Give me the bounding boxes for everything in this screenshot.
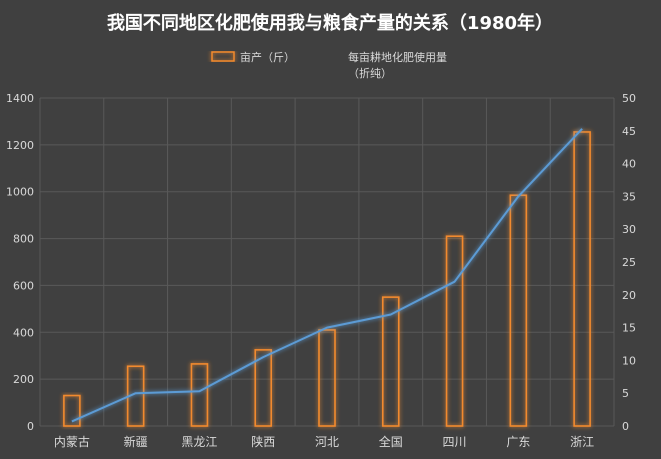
- bar: [573, 131, 591, 427]
- x-tick-label: 浙江: [570, 435, 594, 449]
- y-left-tick-label: 200: [13, 373, 34, 386]
- axis-layer: 0 200 400 600 800 1000 1200 1400 0 5 10 15 20 25 30 35 4…: [6, 92, 636, 449]
- y-right-tick-label: 10: [622, 354, 636, 367]
- bar: [254, 349, 273, 427]
- bar: [318, 329, 336, 427]
- y-left-tick-label: 1400: [6, 92, 34, 105]
- y-left-tick-label: 1200: [6, 139, 34, 152]
- y-left-tick-label: 1000: [6, 186, 34, 199]
- x-tick-label: 陕西: [251, 434, 275, 449]
- legend-bar-swatch: [211, 51, 235, 62]
- y-right-tick-label: 35: [622, 190, 636, 203]
- y-right-tick-label: 45: [622, 125, 636, 138]
- y-right-tick-label: 20: [622, 289, 636, 302]
- x-tick-label: 河北: [315, 435, 339, 449]
- x-tick-label: 内蒙古: [54, 434, 90, 449]
- y-right-tick-label: 30: [622, 223, 636, 236]
- x-tick-label: 四川: [443, 435, 467, 449]
- series-line: [71, 128, 583, 423]
- y-left-tick-label: 400: [13, 326, 34, 339]
- y-left-tick-label: 600: [13, 279, 34, 292]
- legend-bar-label: 亩产（斤）: [240, 50, 295, 64]
- x-tick-label: 全国: [379, 434, 403, 449]
- y-right-tick-label: 0: [622, 420, 629, 433]
- y-right-tick-label: 50: [622, 92, 636, 105]
- chart-title: 我国不同地区化肥使用我与粮食产量的关系（1980年）: [107, 12, 553, 34]
- bar: [509, 194, 528, 427]
- bar: [63, 394, 81, 427]
- y-left-tick-label: 0: [27, 420, 34, 433]
- grid-layer: [39, 97, 615, 427]
- x-tick-label: 黑龙江: [181, 435, 217, 449]
- y-right-tick-label: 15: [622, 322, 636, 335]
- legend-line-label: 每亩耕地化肥使用量: [348, 50, 447, 64]
- x-tick-label: 广东: [506, 435, 530, 449]
- bar-layer: [63, 131, 591, 427]
- y-right-tick-label: 5: [622, 387, 629, 400]
- bar: [445, 235, 464, 427]
- bar: [190, 363, 209, 427]
- y-right-tick-label: 40: [622, 158, 636, 171]
- y-right-tick-label: 25: [622, 256, 636, 269]
- x-tick-label: 新疆: [124, 434, 148, 449]
- legend: 亩产（斤） 每亩耕地化肥使用量 （折纯）: [211, 50, 447, 80]
- legend-line-label-sub: （折纯）: [348, 66, 392, 80]
- line-layer: [71, 128, 583, 423]
- bar: [381, 296, 400, 427]
- y-left-tick-label: 800: [13, 233, 34, 246]
